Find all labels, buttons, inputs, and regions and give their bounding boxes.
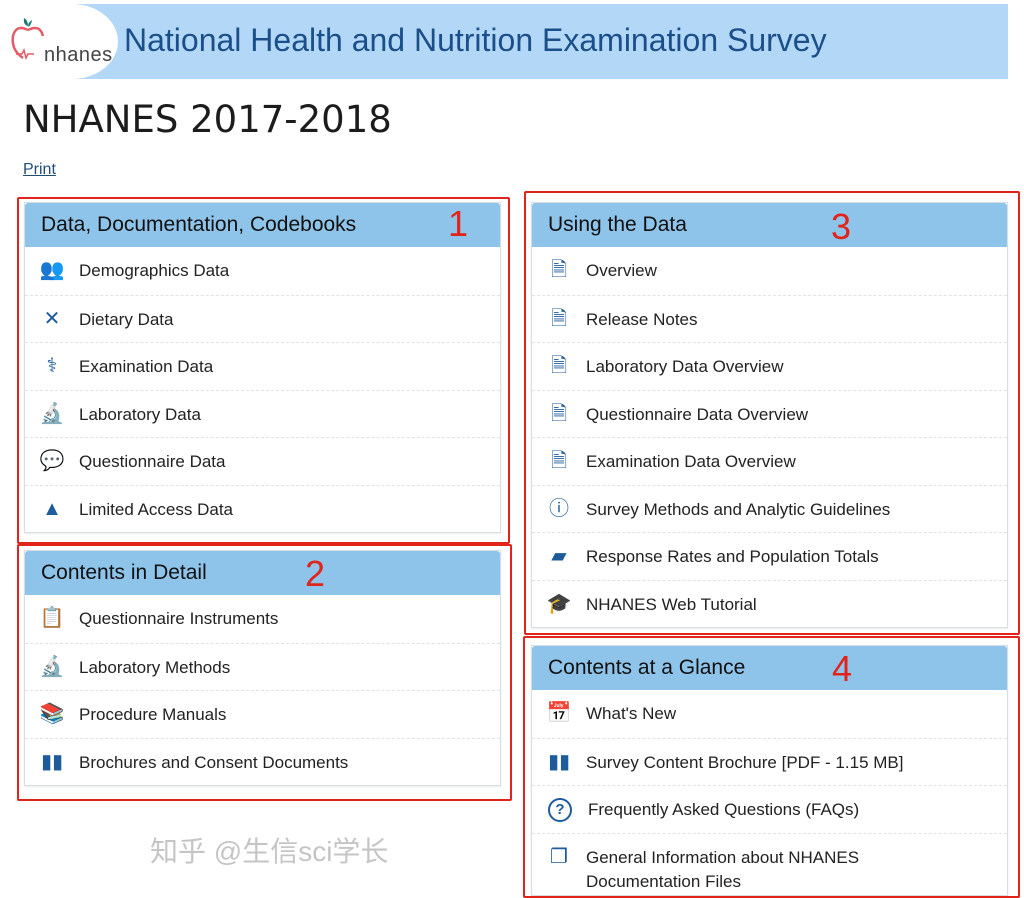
list-item-label: Laboratory Data Overview <box>586 357 784 376</box>
annotation-number: 1 <box>448 203 469 244</box>
list-item-link[interactable]: 🔬 Laboratory Methods <box>25 642 500 691</box>
list-item-label: Brochures and Consent Documents <box>79 752 349 772</box>
list-item-link[interactable]: 🗎 Release Notes <box>532 294 1007 343</box>
list-item-label: Questionnaire Data <box>79 452 226 471</box>
warning-icon: ▲ <box>42 497 62 520</box>
list-item-link[interactable]: 🎓 NHANES Web Tutorial <box>532 579 1007 628</box>
books-icon: 📚 <box>39 703 65 725</box>
list-item-link[interactable]: ▮▮ Survey Content Brochure [PDF - 1.15 MB… <box>532 737 1007 786</box>
list-item-label: What's New <box>586 704 677 723</box>
list-item-label: NHANES Web Tutorial <box>586 594 757 614</box>
map-icon: ▮▮ <box>40 750 63 773</box>
microscope-icon: 🔬 <box>39 655 65 678</box>
list-item-label: Limited Access Data <box>79 499 234 519</box>
list-item-link[interactable]: ✕ Dietary Data <box>25 294 500 343</box>
list-item-link[interactable]: 📅 What's New <box>532 690 1007 738</box>
list-item-link[interactable]: 🗎 Examination Data Overview <box>532 437 1007 485</box>
panel-heading: Using the Data <box>532 203 1007 247</box>
document-icon: 🗎 <box>550 355 568 377</box>
list-item-link[interactable]: 🗎 Overview <box>532 247 1007 295</box>
chat-bubbles-icon: 💬 <box>39 450 65 472</box>
list-item-label: Release Notes <box>586 309 698 329</box>
print-link[interactable]: Print <box>23 161 56 178</box>
document-icon: 🗎 <box>550 307 568 330</box>
list-item-label: Questionnaire Instruments <box>79 609 279 628</box>
panel-1: Data, Documentation, Codebooks 👥 Demograph… <box>24 202 501 533</box>
list-item-link[interactable]: ▮▮ Brochures and Consent Documents <box>25 737 500 786</box>
us-map-icon: ▰ <box>551 545 567 567</box>
list-item-link[interactable]: ▲ Limited Access Data <box>25 484 500 533</box>
panel-heading: Contents in Detail <box>25 551 500 595</box>
document-icon: 🗎 <box>550 402 568 425</box>
list-item-link[interactable]: 🗎 Laboratory Data Overview <box>532 342 1007 390</box>
list-item-label: Laboratory Data <box>79 404 201 424</box>
clipboard-icon: 📋 <box>39 607 65 629</box>
question-circle-icon: ? <box>548 798 572 822</box>
watermark: 知乎 @生信sci学长 <box>150 836 389 867</box>
stethoscope-icon: ⚕ <box>46 355 58 377</box>
info-chart-icon: ⓘ <box>549 497 569 520</box>
panel-2: Contents in Detail 📋 Questionnaire Instrum… <box>24 550 501 786</box>
list-item-label: Examination Data Overview <box>586 452 796 471</box>
panel-3: Using the Data 🗎 Overview 🗎 Release Notes 🗎 La… <box>531 202 1008 628</box>
list-item-label: Overview <box>586 261 657 280</box>
list-item-label: Demographics Data <box>79 261 230 280</box>
list-item-label: Questionnaire Data Overview <box>586 404 809 424</box>
site-banner: nhanes National Health and Nutrition Exa… <box>8 4 1008 79</box>
graduation-cap-icon: 🎓 <box>546 592 572 615</box>
list-item-link[interactable]: ❐ General Information about NHANES Docume… <box>532 832 1007 895</box>
list-item-label: General Information about NHANES Documen… <box>586 847 860 891</box>
list-item-link[interactable]: ? Frequently Asked Questions (FAQs) <box>532 785 1007 833</box>
annotation-number: 3 <box>831 206 852 247</box>
panel-heading: Data, Documentation, Codebooks <box>25 203 500 247</box>
map-icon: ▮▮ <box>547 750 570 773</box>
list-item-label: Dietary Data <box>79 309 174 329</box>
list-item-link[interactable]: 🗎 Questionnaire Data Overview <box>532 389 1007 438</box>
apple-logo-icon <box>11 18 45 61</box>
list-item-label: Examination Data <box>79 357 214 376</box>
annotation-number: 4 <box>832 648 853 689</box>
microscope-icon: 🔬 <box>39 402 65 425</box>
people-icon: 👥 <box>39 259 65 281</box>
list-item-link[interactable]: 📚 Procedure Manuals <box>25 690 500 738</box>
stacked-files-icon: ❐ <box>550 845 568 868</box>
list-item-link[interactable]: 💬 Questionnaire Data <box>25 437 500 485</box>
list-item-label: Procedure Manuals <box>79 705 227 724</box>
list-item-link[interactable]: 🔬 Laboratory Data <box>25 389 500 438</box>
page-title: NHANES 2017-2018 <box>23 98 392 141</box>
panel-heading: Contents at a Glance <box>532 646 1007 690</box>
logo-text: nhanes <box>44 44 113 66</box>
list-item-label: Response Rates and Population Totals <box>586 547 879 566</box>
list-item-label: Laboratory Methods <box>79 657 231 677</box>
nhanes-logo[interactable]: nhanes <box>8 4 118 79</box>
annotation-number: 2 <box>305 553 326 594</box>
list-item-link[interactable]: ⓘ Survey Methods and Analytic Guidelines <box>532 484 1007 533</box>
list-item-link[interactable]: ▰ Response Rates and Population Totals <box>532 532 1007 580</box>
list-item-link[interactable]: 📋 Questionnaire Instruments <box>25 595 500 643</box>
list-item-link[interactable]: ⚕ Examination Data <box>25 342 500 390</box>
document-icon: 🗎 <box>550 259 568 281</box>
document-icon: 🗎 <box>550 450 568 472</box>
list-item-link[interactable]: 👥 Demographics Data <box>25 247 500 295</box>
panel-4: Contents at a Glance 📅 What's New ▮▮ Survey … <box>531 645 1008 896</box>
site-title: National Health and Nutrition Examinatio… <box>124 22 827 58</box>
list-item-label: Frequently Asked Questions (FAQs) <box>588 800 860 819</box>
list-item-label: Survey Methods and Analytic Guidelines <box>586 499 891 519</box>
list-item-label: Survey Content Brochure [PDF - 1.15 MB] <box>586 752 904 772</box>
fork-knife-icon: ✕ <box>43 307 61 330</box>
calendar-icon: 📅 <box>546 702 572 724</box>
